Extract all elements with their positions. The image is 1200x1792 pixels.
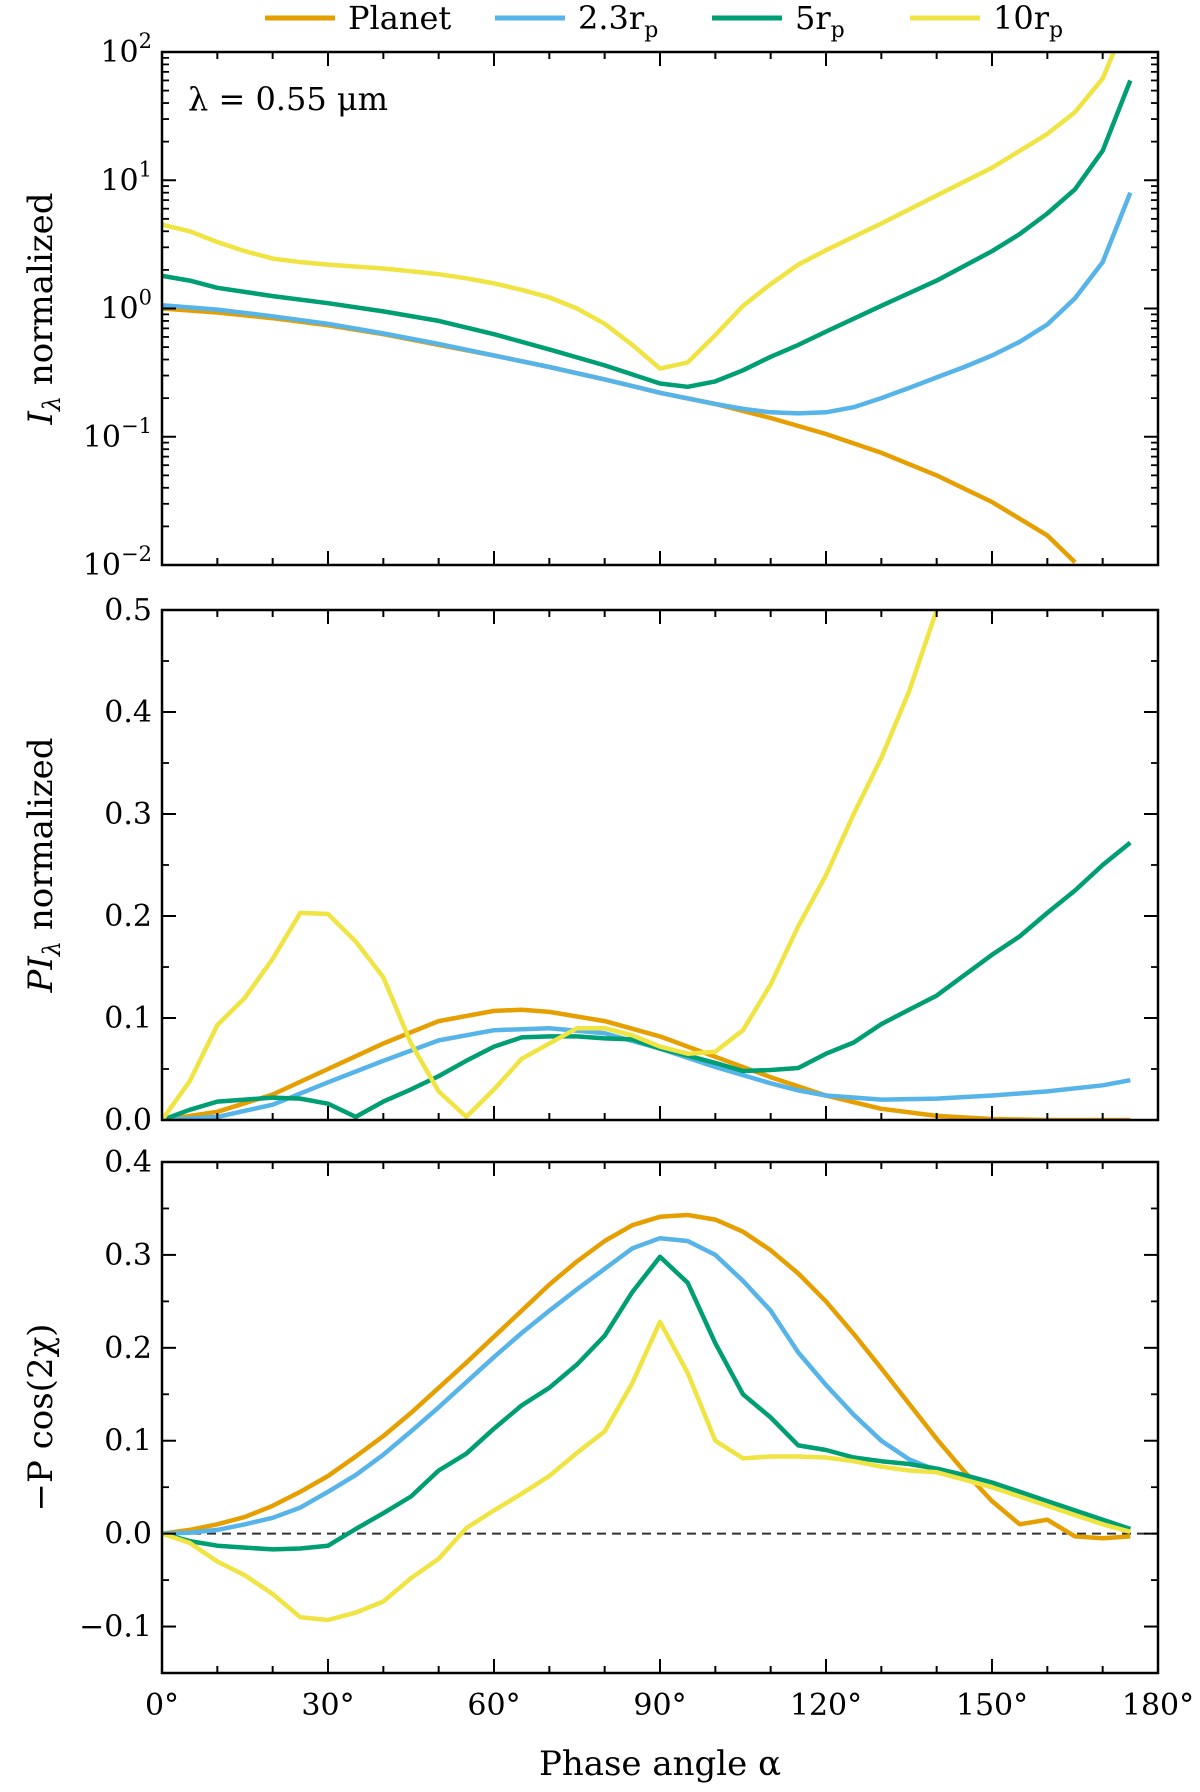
- y-axis-label: PIλ normalized: [21, 737, 66, 993]
- x-tick-labels: 0° 30° 60° 90° 120° 150° 180° Phase angle α: [145, 1688, 1194, 1784]
- legend-entry-4: 10rp: [910, 0, 1063, 43]
- y-tick-label-exponent: 2: [139, 29, 152, 53]
- y-tick-label: −0.1: [79, 1610, 152, 1645]
- y-tick-label: 10−1: [83, 414, 152, 455]
- y-tick-label: 0.0: [104, 1103, 152, 1138]
- legend-label: 10rp: [993, 0, 1063, 43]
- legend-label-main: 5r: [795, 0, 831, 37]
- series-group: [162, 1212, 1132, 1623]
- legend-entry-1: Planet: [265, 0, 451, 37]
- y-tick-label-base: 10: [83, 420, 121, 455]
- legend: Planet 2.3rp 5rp 10rp: [265, 0, 1063, 43]
- x-tick-label: 180°: [1122, 1688, 1194, 1723]
- x-ticks: [161, 1162, 1159, 1673]
- y-tick-label: 100: [100, 286, 152, 327]
- legend-label: 2.3rp: [578, 0, 658, 43]
- panel-stokes: −0.1 0.0 0.1 0.2 0.3 0.4 −P cos(2χ): [21, 1145, 1160, 1675]
- y-tick-label: 102: [100, 29, 152, 70]
- x-tick-label: 120°: [790, 1688, 862, 1723]
- legend-label: Planet: [348, 0, 451, 37]
- y-tick-label: 0.3: [104, 797, 152, 832]
- y-tick-label-base: 10: [100, 163, 138, 198]
- y-axis-label-rest: normalized: [21, 192, 61, 396]
- y-tick-label-base: 10: [83, 548, 121, 583]
- legend-label-subscript: p: [644, 18, 658, 43]
- y-tick-label: 0.2: [104, 899, 152, 934]
- legend-label-subscript: p: [831, 18, 845, 43]
- x-axis-label: Phase angle α: [539, 1744, 781, 1784]
- y-tick-label-exponent: −1: [121, 414, 152, 438]
- panel-polarized: 0.0 0.1 0.2 0.3 0.4 0.5 PIλ normalized: [21, 593, 1160, 1138]
- series-group: [162, 52, 1133, 564]
- legend-label: 5rp: [795, 0, 845, 43]
- y-axis-label: −P cos(2χ): [21, 1324, 61, 1512]
- y-tick-label: 0.1: [104, 1424, 152, 1459]
- y-ticks: −0.1 0.0 0.1 0.2 0.3 0.4: [79, 1145, 1158, 1674]
- series-line-10r-p: [162, 1319, 1131, 1623]
- y-axis-label-rest: normalized: [21, 737, 61, 941]
- y-tick-label: 0.3: [104, 1238, 152, 1273]
- y-tick-label-base: 10: [100, 35, 138, 70]
- y-tick-label-exponent: 1: [139, 157, 152, 181]
- legend-label-subscript: p: [1049, 18, 1063, 43]
- y-axis-label-subscript: λ: [38, 941, 66, 957]
- legend-label-main: 10r: [993, 0, 1050, 37]
- legend-entry-2: 2.3rp: [495, 0, 658, 43]
- series-line-planet: [162, 306, 1077, 564]
- plot-frame: [160, 50, 1160, 567]
- x-tick-label: 90°: [633, 1688, 686, 1723]
- series-line-2-3r-p: [162, 191, 1133, 416]
- y-tick-label: 101: [100, 157, 152, 198]
- plot-frame: [160, 608, 1160, 1122]
- y-tick-label: 0.0: [104, 1517, 152, 1552]
- x-tick-label: 150°: [956, 1688, 1028, 1723]
- x-tick-label: 60°: [467, 1688, 520, 1723]
- series-line-5r-p: [162, 840, 1132, 1120]
- y-ticks: 0.0 0.1 0.2 0.3 0.4 0.5: [104, 593, 1158, 1138]
- y-axis-label-main: I: [21, 411, 61, 426]
- wavelength-annotation: λ = 0.55 μm: [188, 80, 388, 118]
- y-axis-label: Iλ normalized: [21, 192, 66, 425]
- series-line-10r-p: [162, 52, 1116, 371]
- y-tick-label: 0.2: [104, 1331, 152, 1366]
- series-group: [162, 610, 1132, 1120]
- legend-entry-3: 5rp: [712, 0, 845, 43]
- legend-label-main: Planet: [348, 0, 451, 37]
- y-tick-label: 0.4: [104, 695, 152, 730]
- series-line-5r-p: [162, 79, 1133, 390]
- series-line-planet: [162, 1212, 1131, 1541]
- series-line-5r-p: [162, 1254, 1132, 1552]
- x-tick-label: 30°: [301, 1688, 354, 1723]
- y-tick-label: 0.4: [104, 1145, 152, 1180]
- y-tick-label: 0.1: [104, 1001, 152, 1036]
- y-tick-label-exponent: 0: [139, 286, 152, 310]
- y-tick-label-base: 10: [100, 292, 138, 327]
- x-tick-label: 0°: [145, 1688, 179, 1723]
- y-axis-label-subscript: λ: [38, 396, 66, 412]
- series-line-planet: [162, 1007, 1131, 1120]
- y-tick-label: 10−2: [83, 542, 152, 583]
- legend-label-main: 2.3r: [578, 0, 645, 37]
- series-line-10r-p: [162, 610, 939, 1120]
- x-ticks: [161, 52, 1159, 565]
- y-axis-label-main: PI: [21, 956, 61, 994]
- y-tick-label-exponent: −2: [121, 542, 152, 566]
- x-ticks: [161, 610, 1159, 1120]
- y-tick-label: 0.5: [104, 593, 152, 628]
